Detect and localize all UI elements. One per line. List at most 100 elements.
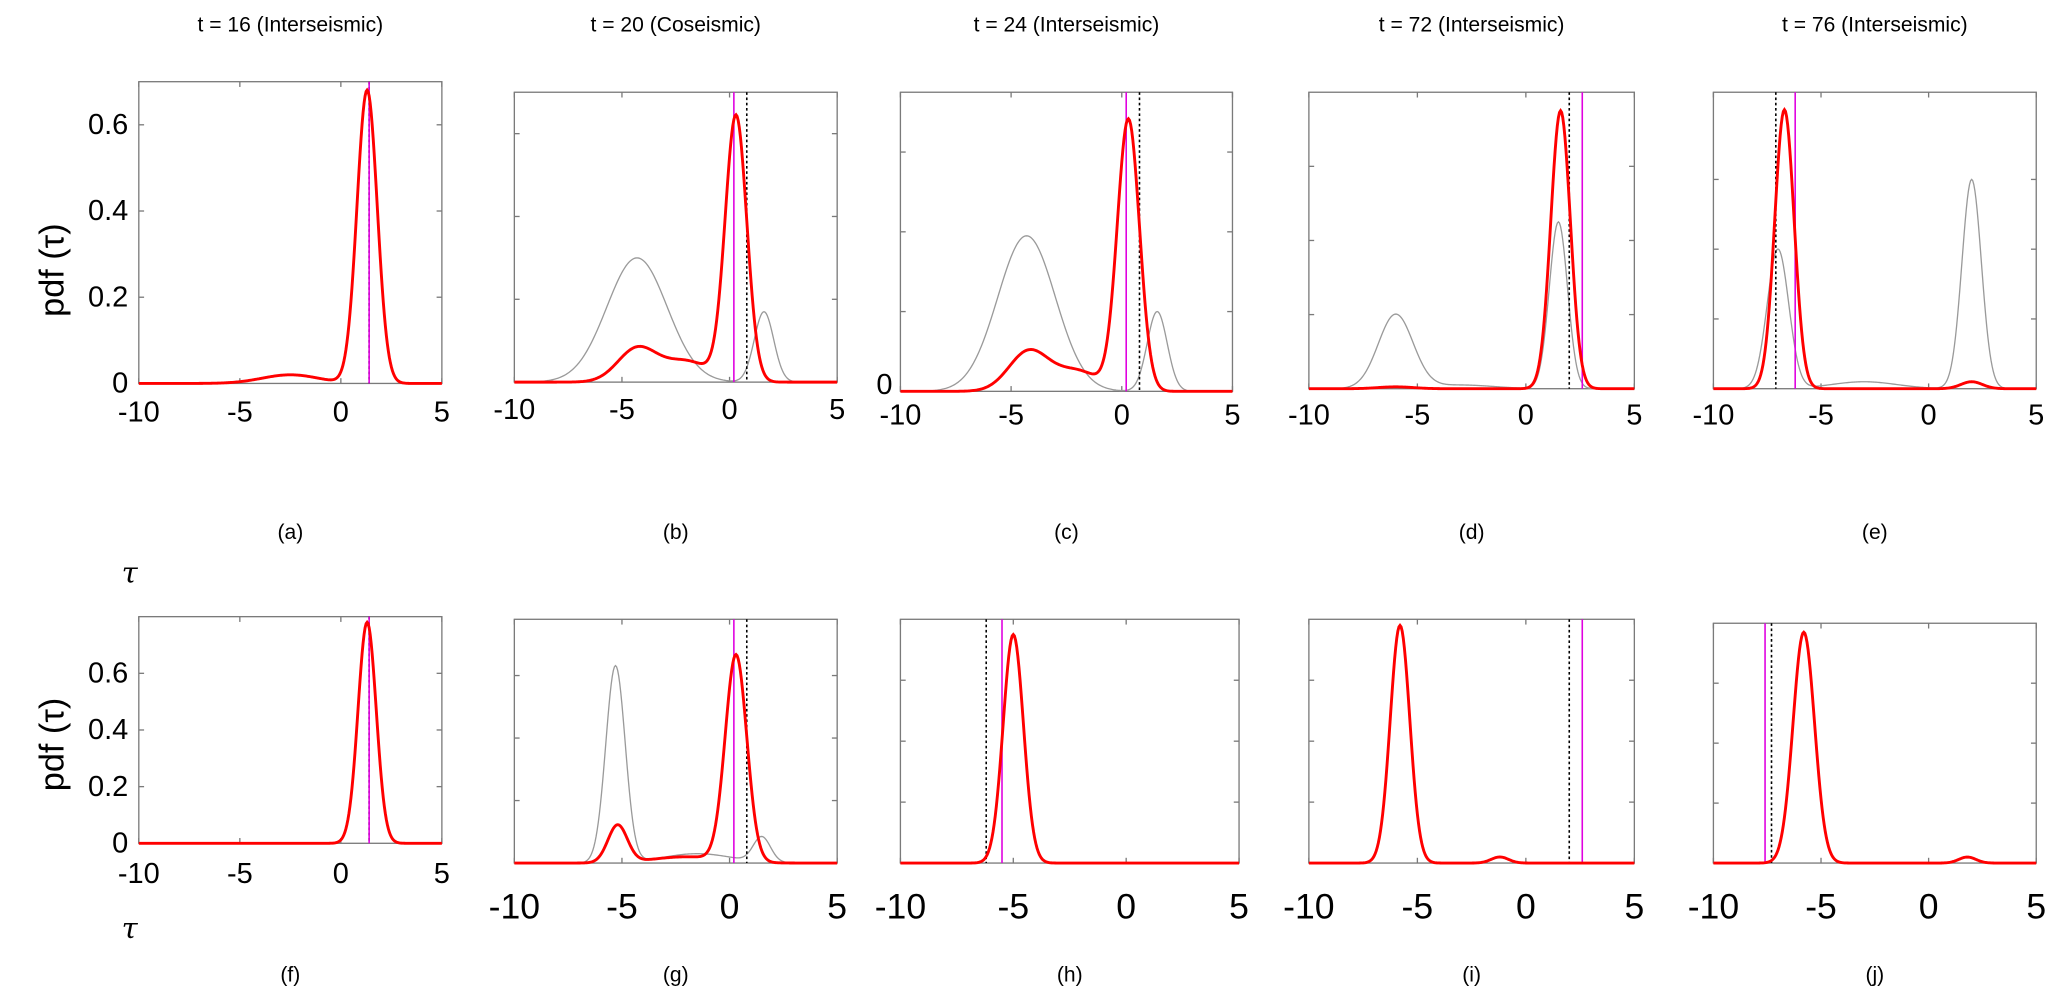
axes-box — [1308, 618, 1636, 864]
x-tick-label: 5 — [1229, 886, 1249, 926]
x-tick-label: -5 — [606, 886, 638, 926]
panel-label: (a) — [277, 521, 303, 544]
panel-h: -10 -5 0 5 (h) — [875, 618, 1249, 987]
x-tick-label: 0 — [720, 886, 740, 926]
y-tick-label: 0.4 — [88, 195, 128, 227]
posterior-pdf-curve — [1308, 622, 1635, 865]
x-tick-label: 0 — [1921, 399, 1937, 431]
x-axis-label-bottom: τ — [122, 911, 139, 945]
panel-label: (i) — [1462, 964, 1481, 987]
prior-pdf-curve — [514, 257, 838, 383]
x-tick-label: 5 — [2028, 399, 2044, 431]
x-tick-label: -5 — [609, 394, 635, 426]
axes-box — [513, 91, 838, 383]
x-tick-label: -5 — [1808, 399, 1834, 431]
panel-label: (g) — [663, 964, 689, 987]
y-tick-label: 0.4 — [88, 714, 128, 746]
panel-d: -10 -5 0 5 t = 72 (Interseismic) (d) — [1288, 14, 1642, 544]
x-tick-label: -5 — [1404, 399, 1430, 431]
x-tick-label: 0 — [1919, 886, 1939, 926]
y-axis-label-bottom: pdf (τ) — [34, 698, 72, 791]
y-tick-label: 0 — [876, 369, 892, 401]
panel-label: (h) — [1057, 964, 1083, 987]
y-tick-label: 0 — [112, 368, 128, 400]
x-tick-label: 0 — [1114, 399, 1130, 431]
x-tick-label: 5 — [1626, 399, 1642, 431]
panel-g: -10 -5 0 5 (g) — [489, 618, 847, 987]
x-tick-label: 0 — [333, 858, 349, 890]
x-tick-label: -5 — [227, 858, 253, 890]
x-tick-label: -10 — [1288, 399, 1330, 431]
panel-j: -10 -5 0 5 (j) — [1688, 622, 2046, 987]
axes-box — [513, 618, 838, 864]
x-tick-label: 0 — [722, 394, 738, 426]
x-tick-label: -10 — [489, 886, 540, 926]
x-tick-label: -5 — [997, 886, 1029, 926]
y-axis-label-top: pdf (τ) — [34, 223, 72, 316]
panel-b: -10 -5 0 5 t = 20 (Coseismic) (b) — [493, 14, 845, 544]
x-tick-label: -10 — [118, 397, 160, 429]
prior-pdf-curve — [900, 235, 1233, 392]
panel-title: t = 20 (Coseismic) — [591, 14, 761, 37]
prior-pdf-curve — [514, 664, 838, 864]
axes-box — [899, 618, 1240, 864]
panel-f: -10 -5 0 5 0 0.2 0.4 0.6 (f) — [88, 616, 450, 987]
x-tick-label: 5 — [434, 397, 450, 429]
x-tick-label: 5 — [1624, 886, 1644, 926]
prior-pdf-curve — [1713, 178, 2037, 390]
panel-a: -10 -5 0 5 0 0.2 0.4 0.6 t = 16 (Interseismic) (a… — [88, 14, 450, 544]
posterior-pdf-curve — [138, 619, 442, 845]
panel-title: t = 24 (Interseismic) — [974, 14, 1160, 37]
y-tick-label: 0 — [112, 828, 128, 860]
panel-label: (e) — [1862, 521, 1888, 544]
x-tick-label: 5 — [827, 886, 847, 926]
axes-box — [1308, 91, 1636, 390]
x-tick-label: 0 — [1518, 399, 1534, 431]
panel-label: (d) — [1459, 521, 1485, 544]
x-tick-label: -10 — [1692, 399, 1734, 431]
x-tick-label: -5 — [1402, 886, 1434, 926]
x-tick-label: 5 — [1224, 399, 1240, 431]
axes-box — [138, 81, 443, 385]
panel-label: (c) — [1054, 521, 1079, 544]
y-tick-label: 0.2 — [88, 281, 128, 313]
panel-c: -10 -5 0 5 0 t = 24 (Interseismic) (c) — [876, 14, 1240, 544]
panel-title: t = 72 (Interseismic) — [1379, 14, 1565, 37]
panel-label: (j) — [1865, 964, 1884, 987]
x-tick-label: -10 — [1688, 886, 1739, 926]
x-tick-label: -5 — [227, 397, 253, 429]
x-tick-label: -10 — [1283, 886, 1334, 926]
posterior-pdf-curve — [900, 632, 1240, 865]
posterior-pdf-curve — [1308, 108, 1635, 391]
posterior-pdf-curve — [514, 652, 838, 865]
axes-box — [899, 91, 1234, 392]
x-tick-label: -5 — [1805, 886, 1837, 926]
x-tick-label: 5 — [2026, 886, 2046, 926]
axes-box — [1712, 622, 2037, 864]
y-tick-label: 0.2 — [88, 771, 128, 803]
panel-label: (f) — [280, 964, 300, 987]
x-tick-label: 5 — [829, 394, 845, 426]
posterior-pdf-curve — [514, 112, 838, 384]
posterior-pdf-curve — [1713, 106, 2037, 391]
prior-pdf-curve — [1308, 220, 1635, 390]
posterior-pdf-curve — [138, 87, 442, 385]
x-tick-label: 0 — [333, 397, 349, 429]
posterior-pdf-curve — [1713, 630, 2037, 865]
y-tick-label: 0.6 — [88, 658, 128, 690]
x-tick-label: 5 — [434, 858, 450, 890]
axes-box — [138, 616, 443, 844]
x-tick-label: -10 — [493, 394, 535, 426]
panel-i: -10 -5 0 5 (i) — [1283, 618, 1644, 987]
x-tick-label: -5 — [998, 399, 1024, 431]
x-tick-label: -10 — [879, 399, 921, 431]
x-tick-label: -10 — [118, 858, 160, 890]
x-tick-label: 0 — [1516, 886, 1536, 926]
y-tick-label: 0.6 — [88, 109, 128, 141]
panel-title: t = 76 (Interseismic) — [1782, 14, 1968, 37]
x-tick-label: -10 — [875, 886, 926, 926]
x-axis-label-top: τ — [122, 555, 139, 589]
panel-label: (b) — [663, 521, 689, 544]
x-tick-label: 0 — [1116, 886, 1136, 926]
